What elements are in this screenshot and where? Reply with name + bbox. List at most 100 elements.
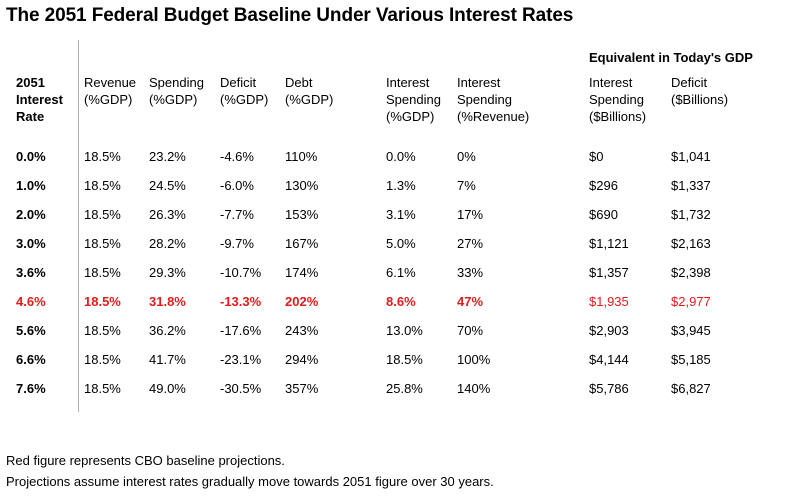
cell-deficit-billions: $1,041 — [671, 149, 711, 164]
cell-interest-billions: $1,357 — [589, 265, 629, 280]
cell-interest-billions: $690 — [589, 207, 618, 222]
header-interest-rate: 2051 Interest Rate — [16, 75, 63, 124]
cell-interest-revenue: 47% — [457, 294, 484, 309]
cell-rate: 5.6% — [16, 323, 46, 338]
cell-interest-billions: $1,121 — [589, 236, 629, 251]
cell-interest-gdp: 5.0% — [386, 236, 416, 251]
cell-interest-billions: $5,786 — [589, 381, 629, 396]
cell-interest-revenue: 17% — [457, 207, 484, 222]
header-interest-spending-gdp: Interest Spending (%GDP) — [386, 75, 441, 124]
header-revenue: Revenue (%GDP) — [84, 75, 137, 107]
header-interest-spending-revenue: Interest Spending (%Revenue) — [457, 75, 530, 124]
cell-debt: 130% — [285, 178, 319, 193]
header-deficit-billions: Deficit ($Billions) — [671, 75, 729, 107]
cell-revenue: 18.5% — [84, 149, 121, 164]
table-row: 7.6% 18.5% 49.0% -30.5% 357% 25.8% 140% $5,786 $… — [0, 381, 787, 401]
cell-spending: 36.2% — [149, 323, 186, 338]
cell-debt: 174% — [285, 265, 319, 280]
table-row: 2.0% 18.5% 26.3% -7.7% 153% 3.1% 17% $690 $1,732 — [0, 207, 787, 227]
cell-spending: 28.2% — [149, 236, 186, 251]
table-row: 0.0% 18.5% 23.2% -4.6% 110% 0.0% 0% $0 $1,041 — [0, 149, 787, 169]
cell-rate: 1.0% — [16, 178, 46, 193]
cell-deficit-billions: $6,827 — [671, 381, 711, 396]
cell-revenue: 18.5% — [84, 207, 121, 222]
cell-interest-gdp: 8.6% — [386, 294, 416, 309]
cell-interest-gdp: 25.8% — [386, 381, 423, 396]
table-row: 1.0% 18.5% 24.5% -6.0% 130% 1.3% 7% $296 $1,337 — [0, 178, 787, 198]
cell-deficit-billions: $2,977 — [671, 294, 711, 309]
column-divider — [78, 40, 79, 412]
cell-spending: 23.2% — [149, 149, 186, 164]
table-row: 3.6% 18.5% 29.3% -10.7% 174% 6.1% 33% $1,357 $2,… — [0, 265, 787, 285]
cell-interest-billions: $1,935 — [589, 294, 629, 309]
cell-interest-billions: $4,144 — [589, 352, 629, 367]
cell-rate: 0.0% — [16, 149, 46, 164]
cell-interest-gdp: 3.1% — [386, 207, 416, 222]
cell-interest-billions: $296 — [589, 178, 618, 193]
cell-debt: 202% — [285, 294, 319, 309]
cell-interest-gdp: 0.0% — [386, 149, 416, 164]
cell-interest-revenue: 140% — [457, 381, 491, 396]
cell-spending: 29.3% — [149, 265, 186, 280]
note-projections: Projections assume interest rates gradua… — [6, 474, 494, 489]
cell-spending: 26.3% — [149, 207, 186, 222]
cell-revenue: 18.5% — [84, 178, 121, 193]
cell-debt: 357% — [285, 381, 319, 396]
cell-revenue: 18.5% — [84, 294, 121, 309]
cell-revenue: 18.5% — [84, 265, 121, 280]
cell-interest-gdp: 13.0% — [386, 323, 423, 338]
cell-deficit: -6.0% — [220, 178, 254, 193]
cell-deficit-billions: $2,398 — [671, 265, 711, 280]
cell-deficit: -7.7% — [220, 207, 254, 222]
cell-spending: 41.7% — [149, 352, 186, 367]
cell-revenue: 18.5% — [84, 236, 121, 251]
cell-deficit-billions: $2,163 — [671, 236, 711, 251]
cell-debt: 110% — [285, 149, 318, 164]
cell-interest-billions: $0 — [589, 149, 604, 164]
header-interest-spending-billions: Interest Spending ($Billions) — [589, 75, 647, 124]
cell-deficit: -30.5% — [220, 381, 262, 396]
cell-deficit: -13.3% — [220, 294, 262, 309]
header-spending: Spending (%GDP) — [149, 75, 204, 107]
cell-rate: 6.6% — [16, 352, 46, 367]
cell-deficit: -9.7% — [220, 236, 254, 251]
cell-interest-revenue: 0% — [457, 149, 476, 164]
cell-interest-revenue: 33% — [457, 265, 484, 280]
cell-debt: 294% — [285, 352, 319, 367]
cell-rate: 7.6% — [16, 381, 46, 396]
cell-revenue: 18.5% — [84, 323, 121, 338]
cell-rate: 2.0% — [16, 207, 46, 222]
cell-rate: 4.6% — [16, 294, 46, 309]
cell-deficit: -23.1% — [220, 352, 262, 367]
cell-deficit: -17.6% — [220, 323, 262, 338]
cell-deficit-billions: $3,945 — [671, 323, 711, 338]
cell-interest-revenue: 7% — [457, 178, 476, 193]
cell-deficit-billions: $1,337 — [671, 178, 711, 193]
page-title: The 2051 Federal Budget Baseline Under V… — [6, 5, 574, 26]
table-row: 6.6% 18.5% 41.7% -23.1% 294% 18.5% 100% $4,144 $… — [0, 352, 787, 372]
cell-debt: 243% — [285, 323, 319, 338]
cell-deficit-billions: $5,185 — [671, 352, 711, 367]
cell-interest-gdp: 18.5% — [386, 352, 423, 367]
cell-rate: 3.6% — [16, 265, 46, 280]
header-debt: Debt (%GDP) — [285, 75, 334, 107]
cell-spending: 24.5% — [149, 178, 186, 193]
cell-revenue: 18.5% — [84, 381, 121, 396]
cell-revenue: 18.5% — [84, 352, 121, 367]
cell-deficit: -4.6% — [220, 149, 254, 164]
cell-interest-revenue: 100% — [457, 352, 491, 367]
cell-interest-gdp: 6.1% — [386, 265, 416, 280]
cell-spending: 31.8% — [149, 294, 186, 309]
cell-debt: 153% — [285, 207, 319, 222]
table-row: 5.6% 18.5% 36.2% -17.6% 243% 13.0% 70% $2,903 $3… — [0, 323, 787, 343]
group-header-equivalent-gdp: Equivalent in Today's GDP — [589, 50, 753, 65]
cell-interest-billions: $2,903 — [589, 323, 629, 338]
cell-deficit-billions: $1,732 — [671, 207, 711, 222]
cell-interest-gdp: 1.3% — [386, 178, 416, 193]
cell-interest-revenue: 70% — [457, 323, 484, 338]
header-deficit: Deficit (%GDP) — [220, 75, 269, 107]
cell-rate: 3.0% — [16, 236, 46, 251]
table-row: 3.0% 18.5% 28.2% -9.7% 167% 5.0% 27% $1,121 $2,1… — [0, 236, 787, 256]
table-row: 4.6% 18.5% 31.8% -13.3% 202% 8.6% 47% $1,935 $2,… — [0, 294, 787, 314]
cell-interest-revenue: 27% — [457, 236, 484, 251]
